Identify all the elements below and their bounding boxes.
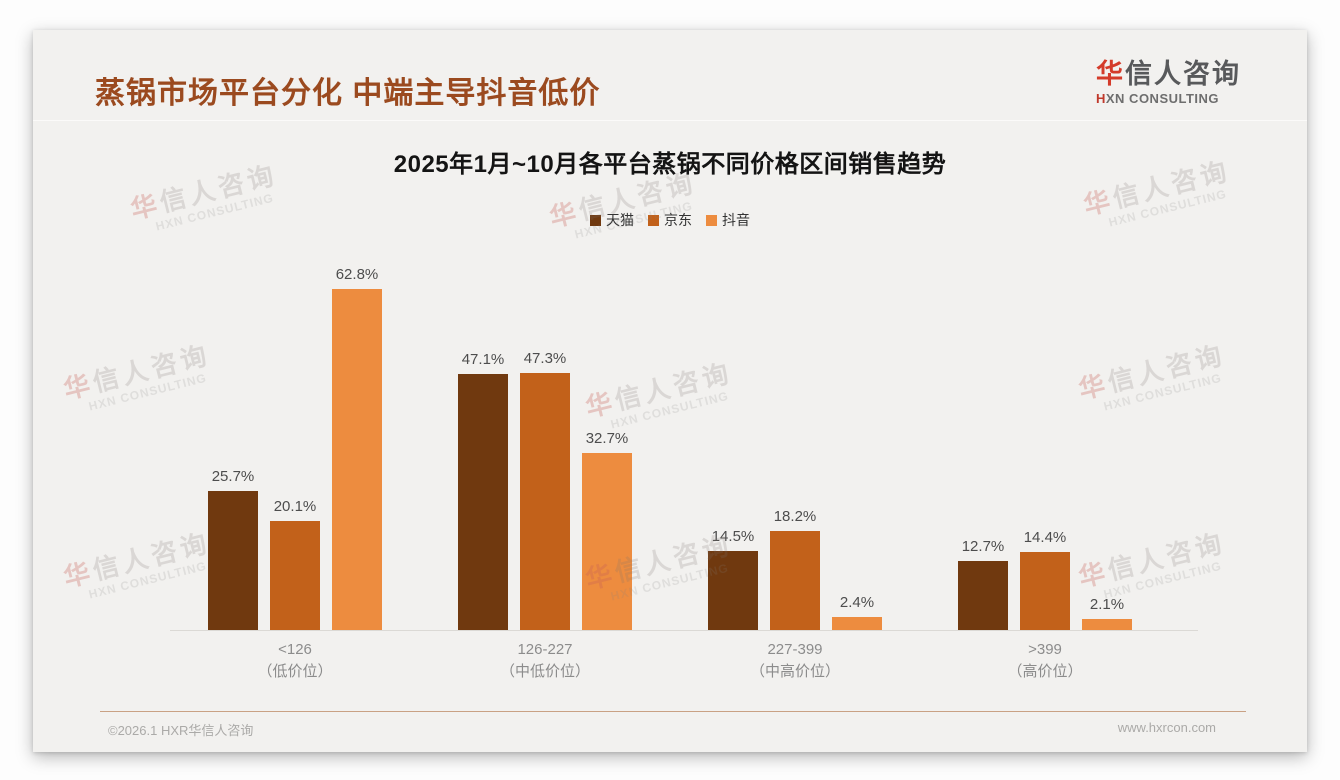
legend-label: 抖音 xyxy=(722,212,750,228)
bar-group: 12.7% 14.4% 2.1% >399 （高价位） xyxy=(920,250,1170,680)
legend-swatch xyxy=(706,214,717,226)
bar-chart-plot: 25.7% 20.1% 62.8% <126 （低价位） 47.1% 47.3% 32.7% 1… xyxy=(170,250,1198,680)
logo-en-first-char: H xyxy=(1096,90,1106,106)
category-label: <126 （低价位） xyxy=(257,641,333,680)
bar-value-label: 18.2% xyxy=(773,508,817,526)
bar xyxy=(270,520,320,630)
logo-cn-rest: 信人咨询 xyxy=(1125,59,1241,89)
bar xyxy=(582,452,632,630)
footer-copyright: ©2026.1 HXR华信人咨询 xyxy=(108,723,254,738)
bar-value-label: 2.1% xyxy=(1089,595,1125,613)
page-title: 蒸锅市场平台分化 中端主导抖音低价 xyxy=(95,77,601,110)
bar-wrap: 14.5% xyxy=(708,528,758,630)
x-axis-line xyxy=(170,630,1198,631)
bar-wrap: 47.3% xyxy=(520,350,570,630)
bar-value-label: 12.7% xyxy=(961,538,1005,556)
legend-swatch xyxy=(590,214,601,226)
bar xyxy=(1020,551,1070,630)
company-logo: 华信人咨询 HXN CONSULTING xyxy=(1096,59,1241,106)
bar-wrap: 14.4% xyxy=(1020,529,1070,630)
bar xyxy=(208,490,258,630)
bar-value-label: 32.7% xyxy=(585,429,629,447)
footer-website: www.hxrcon.com xyxy=(1117,720,1216,735)
bar xyxy=(1082,618,1132,630)
header-divider xyxy=(33,120,1307,121)
bar-wrap: 18.2% xyxy=(770,508,820,630)
logo-en-rest: XN CONSULTING xyxy=(1105,90,1220,106)
bar-wrap: 47.1% xyxy=(458,351,508,630)
bar-wrap: 2.4% xyxy=(832,594,882,630)
bar-group: 47.1% 47.3% 32.7% 126-227 （中低价位） xyxy=(420,250,670,680)
bar-wrap: 12.7% xyxy=(958,538,1008,630)
bar-wrap: 2.1% xyxy=(1082,596,1132,630)
logo-cn-first-char: 华 xyxy=(1096,59,1125,89)
chart-legend: 天猫 京东 抖音 xyxy=(33,210,1307,230)
bar-value-label: 2.4% xyxy=(839,594,875,611)
bar-value-label: 47.3% xyxy=(523,350,567,368)
bar-wrap: 32.7% xyxy=(582,429,632,630)
bar-wrap: 25.7% xyxy=(208,467,258,630)
slide-card: 蒸锅市场平台分化 中端主导抖音低价 华信人咨询 HXN CONSULTING 2… xyxy=(33,30,1307,752)
legend-swatch xyxy=(648,214,659,226)
logo-en-text: HXN CONSULTING xyxy=(1096,91,1241,106)
legend-label: 京东 xyxy=(664,212,692,228)
category-label: 126-227 （中低价位） xyxy=(499,641,590,680)
bar-group: 14.5% 18.2% 2.4% 227-399 （中高价位） xyxy=(670,250,920,680)
bar-value-label: 20.1% xyxy=(273,497,317,515)
legend-item: 京东 xyxy=(648,210,692,230)
bar xyxy=(332,289,382,630)
bar-value-label: 14.5% xyxy=(711,528,755,546)
bar xyxy=(958,561,1008,630)
bar-group: 25.7% 20.1% 62.8% <126 （低价位） xyxy=(170,250,420,680)
bar-value-label: 14.4% xyxy=(1023,528,1067,546)
footer-divider xyxy=(100,711,1246,712)
bar xyxy=(832,617,882,630)
bar-value-label: 25.7% xyxy=(211,467,255,485)
bar-value-label: 62.8% xyxy=(335,266,379,284)
legend-item: 抖音 xyxy=(706,210,750,230)
bar xyxy=(770,531,820,630)
logo-cn-text: 华信人咨询 xyxy=(1096,59,1241,90)
legend-label: 天猫 xyxy=(606,212,634,228)
bar-wrap: 20.1% xyxy=(270,498,320,630)
chart-title: 2025年1月~10月各平台蒸锅不同价格区间销售趋势 xyxy=(393,151,947,178)
category-label: >399 （高价位） xyxy=(1007,641,1083,680)
bar-value-label: 47.1% xyxy=(461,351,505,369)
bar xyxy=(458,374,508,630)
bar xyxy=(708,551,758,630)
bar xyxy=(520,373,570,630)
category-label: 227-399 （中高价位） xyxy=(749,641,840,680)
legend-item: 天猫 xyxy=(590,210,634,230)
bar-wrap: 62.8% xyxy=(332,266,382,630)
